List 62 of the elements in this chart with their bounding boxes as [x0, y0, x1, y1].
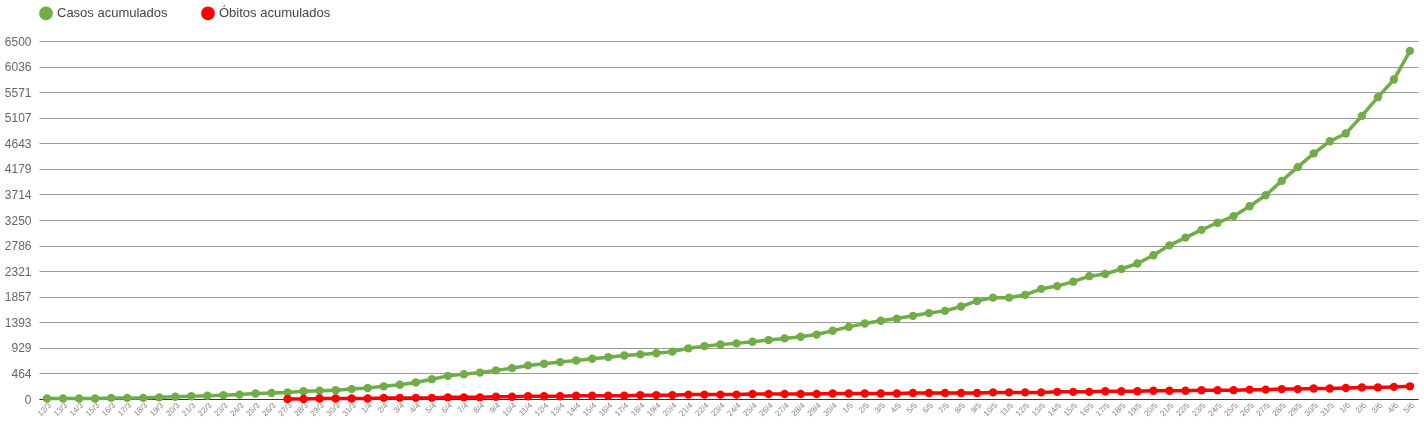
x-tick-label: 19/4: [645, 400, 663, 419]
x-tick-label: 16/4: [597, 400, 615, 419]
x-tick-label: 14/3: [67, 400, 86, 419]
x-tick-label: 17/3: [115, 400, 134, 419]
x-tick-label: 5/4: [423, 400, 439, 416]
x-tick-label: 18/3: [132, 400, 150, 419]
x-tick-label: 15/3: [83, 400, 102, 419]
y-tick-label: 5571: [4, 85, 32, 100]
y-tick-label: 6036: [4, 60, 32, 75]
x-tick-label: 1/6: [1337, 400, 1353, 416]
x-tick-label: 3/4: [391, 400, 407, 416]
x-tick-label: 5/5: [904, 400, 920, 416]
x-tick-label: 2/5: [856, 400, 872, 416]
y-tick-label: 2786: [4, 239, 32, 254]
y-tick-label: 6500: [4, 34, 32, 49]
y-tick-label: 3714: [4, 187, 32, 202]
x-tick-label: 12/4: [532, 400, 551, 419]
y-tick-label: 464: [11, 366, 32, 381]
legend-label: Óbitos acumulados: [219, 5, 331, 21]
x-tick-label: 6/4: [439, 400, 455, 416]
x-tick-label: 2/4: [375, 400, 391, 416]
x-tick-label: 5/6: [1401, 400, 1417, 416]
x-tick-label: 31/3: [340, 400, 359, 419]
y-tick-label: 3250: [4, 213, 32, 228]
y-tick-label: 4179: [4, 162, 32, 177]
x-tick-label: 2/6: [1353, 400, 1369, 416]
y-tick-label: 1393: [4, 315, 32, 330]
x-tick-label: 8/4: [471, 400, 487, 416]
x-tick-label: 13/3: [51, 400, 70, 419]
x-tick-label: 30/5: [1302, 400, 1321, 419]
x-tick-label: 19/3: [148, 400, 166, 419]
x-tick-label: 7/5: [936, 400, 952, 416]
x-tick-label: 9/4: [487, 400, 503, 416]
y-tick-label: 4643: [4, 136, 32, 151]
x-tick-label: 18/4: [629, 400, 647, 419]
x-tick-label: 13/4: [548, 400, 567, 419]
x-tick-label: 8/5: [952, 400, 968, 416]
y-tick-label: 5107: [4, 111, 32, 126]
x-tick-label: 6/5: [920, 400, 936, 416]
x-tick-label: 7/4: [455, 400, 471, 416]
y-tick-label: 929: [11, 341, 32, 356]
x-tick-label: 14/4: [564, 400, 583, 419]
legend-label: Casos acumulados: [57, 5, 169, 21]
x-tick-label: 1/5: [840, 400, 856, 416]
x-tick-label: 11/4: [517, 400, 535, 418]
y-tick-label: 0: [24, 392, 32, 407]
y-tick-label: 2321: [4, 264, 32, 279]
x-tick-label: 15/4: [580, 400, 599, 419]
x-tick-label: 10/4: [500, 400, 519, 419]
y-tick-label: 1857: [4, 290, 32, 305]
x-tick-label: 4/6: [1385, 400, 1401, 416]
x-tick-label: 1/4: [359, 400, 375, 416]
x-tick-label: 4/5: [888, 400, 904, 416]
x-tick-label: 3/5: [872, 400, 888, 416]
x-tick-label: 9/5: [968, 400, 984, 416]
x-tick-label: 3/6: [1369, 400, 1385, 416]
x-tick-label: 4/4: [407, 400, 423, 416]
x-tick-label: 12/3: [35, 400, 54, 419]
x-tick-label: 17/4: [613, 400, 631, 419]
x-tick-label: 30/4: [821, 400, 840, 419]
x-tick-label: 30/3: [324, 400, 343, 419]
x-tick-label: 16/3: [99, 400, 118, 419]
